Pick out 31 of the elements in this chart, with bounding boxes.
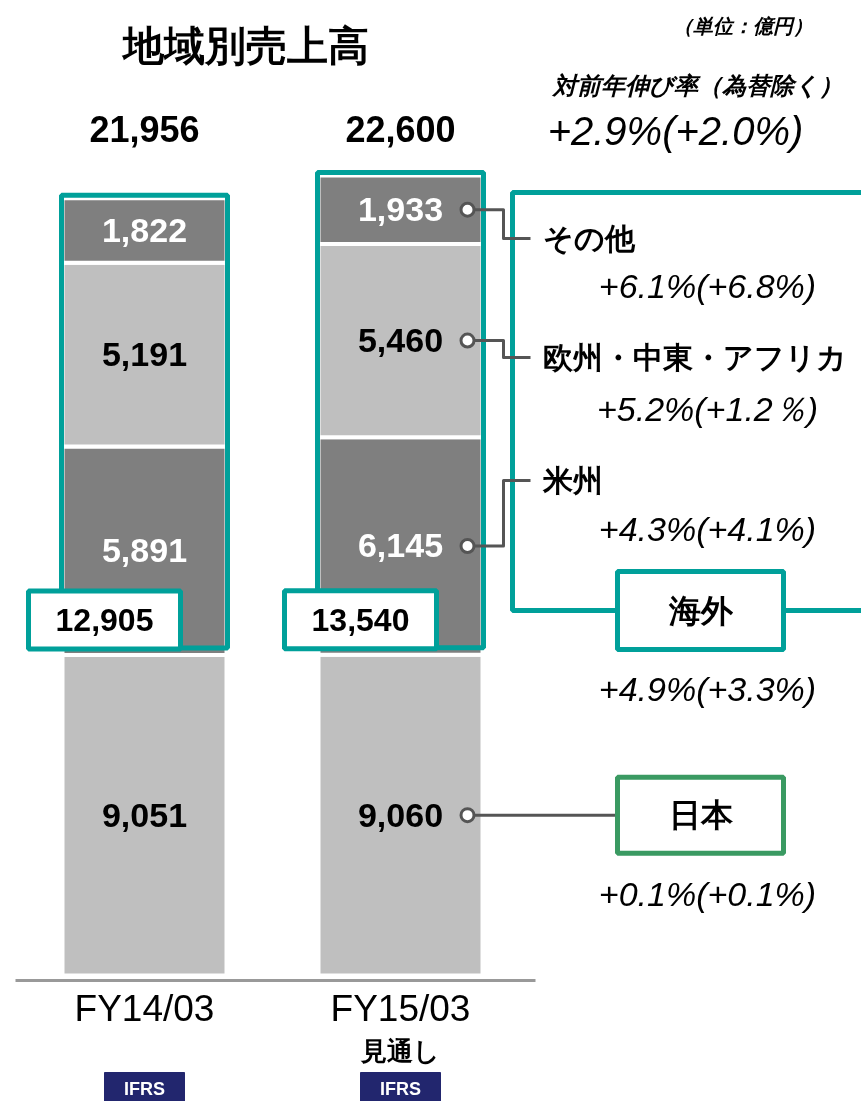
text: +0.1%(+0.1%) [598,874,817,913]
data-label: 5,460 [357,321,444,360]
chart-title: 地域別売上高 [120,22,369,69]
x-tick-label: FY15/03 [330,988,471,1029]
x-tick-label: FY14/03 [74,988,215,1029]
series-label: その他 [542,222,636,255]
text: +5.2%(+1.2％) [596,389,819,428]
text: +2.9%(+2.0%) [547,108,804,153]
text: （単位：億円） [672,14,813,37]
text: 対前年伸び率（為替除く） [550,72,843,99]
series-label: 米州 [541,464,603,497]
text: IFRS [124,1078,166,1099]
text: 海外 [667,592,734,629]
data-label: 5,191 [101,335,188,374]
annotation: 13,540 [311,601,410,638]
text: IFRS [380,1078,422,1099]
text: +4.3%(+4.1%) [598,509,817,548]
total-label: 21,956 [89,108,200,150]
text: 日本 [668,797,734,834]
data-label: 9,060 [357,795,444,834]
total-label: 22,600 [345,108,456,150]
series-label: 欧州・中東・アフリカ [542,341,847,374]
text: 見通し [360,1035,440,1066]
data-label: 9,051 [101,795,188,834]
text: +4.9%(+3.3%) [598,669,817,708]
data-label: 5,891 [101,531,188,570]
annotation: 12,905 [55,602,154,639]
data-label: 1,822 [101,211,188,250]
text: +6.1%(+6.8%) [598,266,817,305]
data-label: 6,145 [357,526,444,565]
data-label: 1,933 [357,190,444,229]
